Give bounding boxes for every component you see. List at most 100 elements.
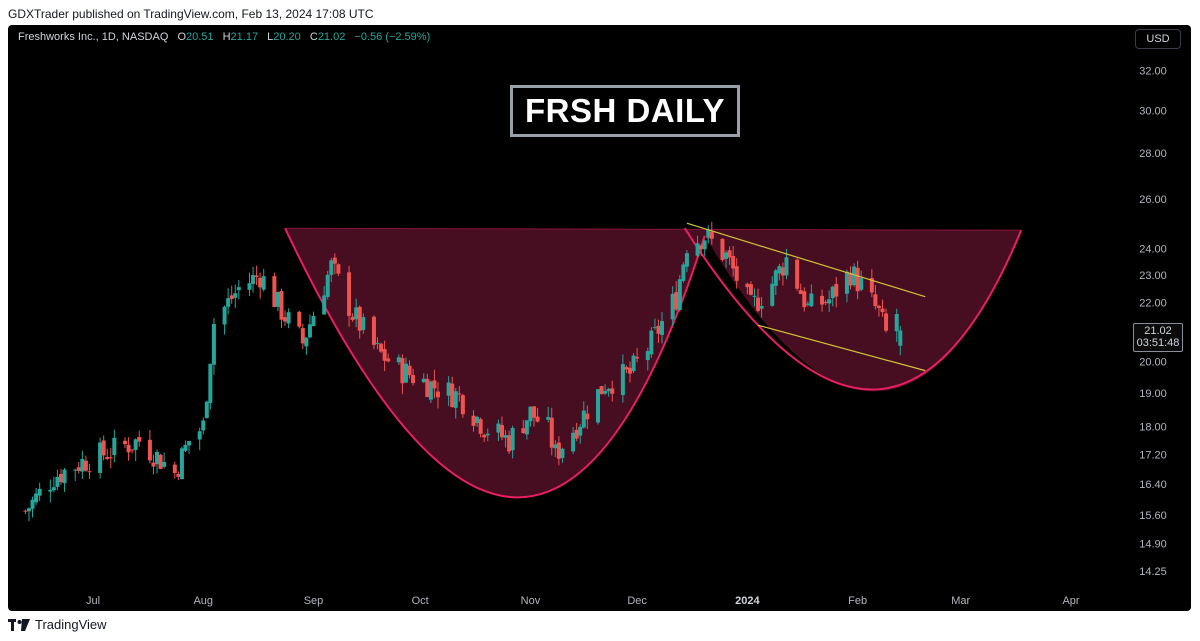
candle-body: [859, 278, 864, 290]
candle-body: [197, 431, 202, 440]
candle-body: [805, 303, 810, 305]
candle-body: [731, 255, 736, 269]
x-tick-label: Mar: [951, 595, 970, 607]
candle-body: [649, 330, 654, 355]
candle-body: [87, 471, 92, 473]
candle-body: [254, 275, 259, 277]
candle-body: [162, 461, 167, 467]
candle-body: [620, 364, 625, 396]
candle-body: [695, 243, 700, 256]
chart-panel[interactable]: Jul Aug Sep Oct Nov Dec 2024 Feb Mar Apr 32.00 30.…: [8, 25, 1191, 611]
channel-upper-line: [686, 222, 926, 298]
candle-body: [307, 324, 312, 338]
candle-body: [507, 435, 512, 452]
candle-body: [571, 432, 576, 452]
candle-body: [784, 257, 789, 276]
candle-body: [844, 271, 849, 294]
candle-body: [684, 253, 689, 267]
x-tick-label: Aug: [193, 595, 213, 607]
candle-body: [677, 279, 682, 310]
y-tick-label: 24.00: [1139, 243, 1167, 255]
y-tick-label: 14.90: [1139, 538, 1167, 550]
candle-body: [624, 367, 629, 370]
candle-body: [734, 266, 739, 281]
candle-body: [560, 448, 565, 458]
low-label: L: [267, 31, 274, 43]
candle-body: [428, 381, 433, 400]
cup-curve: [284, 227, 706, 499]
candle-body: [187, 440, 192, 446]
open-value: 20.51: [186, 31, 214, 43]
candle-body: [123, 440, 128, 445]
currency-button[interactable]: USD: [1135, 29, 1181, 49]
candle-body: [435, 391, 440, 398]
candle-body: [229, 295, 234, 300]
candle-body: [834, 284, 839, 297]
candle-body: [748, 284, 753, 295]
candle-body: [258, 277, 263, 288]
candle-body: [823, 301, 828, 303]
candle-body: [709, 231, 714, 239]
candle-body: [76, 467, 81, 471]
annotation-title: FRSH DAILY: [510, 85, 740, 137]
candle-body: [599, 386, 604, 395]
candle-body: [155, 451, 160, 465]
candle-body: [130, 449, 135, 451]
candle-body: [585, 413, 590, 420]
candle-body: [176, 473, 181, 477]
candle-body: [183, 444, 188, 451]
candle-body: [727, 250, 732, 258]
candle-body: [777, 266, 782, 274]
candle-body: [898, 330, 903, 346]
high-label: H: [222, 31, 231, 43]
channel-lower-line: [757, 324, 926, 372]
ohlc-legend: Freshworks Inc., 1D, NASDAQ O20.51 H21.1…: [18, 31, 430, 43]
candle-body: [379, 343, 384, 352]
candle-body: [848, 272, 853, 286]
candle-body: [126, 444, 131, 453]
candle-body: [773, 270, 778, 286]
candle-body: [499, 425, 504, 438]
candle-body: [702, 240, 707, 250]
candle-body: [275, 292, 280, 307]
open-label: O: [177, 31, 186, 43]
candle-body: [396, 357, 401, 363]
candle-body: [752, 295, 757, 297]
candle-body: [386, 358, 391, 362]
candle-body: [652, 327, 657, 329]
candle-body: [553, 444, 558, 449]
candle-body: [375, 343, 380, 345]
candle-body: [403, 363, 408, 383]
candle-body: [510, 427, 515, 451]
candle-body: [26, 508, 31, 512]
candle-body: [297, 311, 302, 327]
y-tick-label: 17.20: [1139, 450, 1167, 462]
candle-body: [485, 433, 490, 436]
price-chart[interactable]: Jul Aug Sep Oct Nov Dec 2024 Feb Mar Apr 32.00 30.…: [8, 25, 1191, 611]
x-tick-label: 2024: [735, 595, 760, 607]
candle-body: [151, 462, 156, 467]
candle-body: [596, 389, 601, 423]
candle-body: [23, 510, 28, 512]
candle-body: [546, 417, 551, 420]
symbol-name[interactable]: Freshworks Inc., 1D, NASDAQ: [18, 31, 169, 43]
y-tick-label: 30.00: [1139, 105, 1167, 117]
candle-body: [233, 293, 238, 298]
candle-body: [482, 434, 487, 438]
candle-body: [350, 316, 355, 320]
candle-body: [581, 410, 586, 428]
candle-body: [674, 292, 679, 310]
candle-body: [802, 291, 807, 308]
candle-body: [30, 499, 35, 509]
candle-body: [876, 305, 881, 309]
candle-body: [496, 423, 501, 433]
candle-body: [55, 476, 60, 487]
candle-body: [322, 295, 327, 315]
candle-body: [549, 417, 554, 448]
candle-body: [827, 299, 832, 304]
candle-body: [660, 321, 665, 336]
candle-body: [236, 287, 241, 291]
candle-body: [884, 313, 889, 331]
candle-body: [873, 294, 878, 307]
candle-body: [524, 420, 529, 435]
